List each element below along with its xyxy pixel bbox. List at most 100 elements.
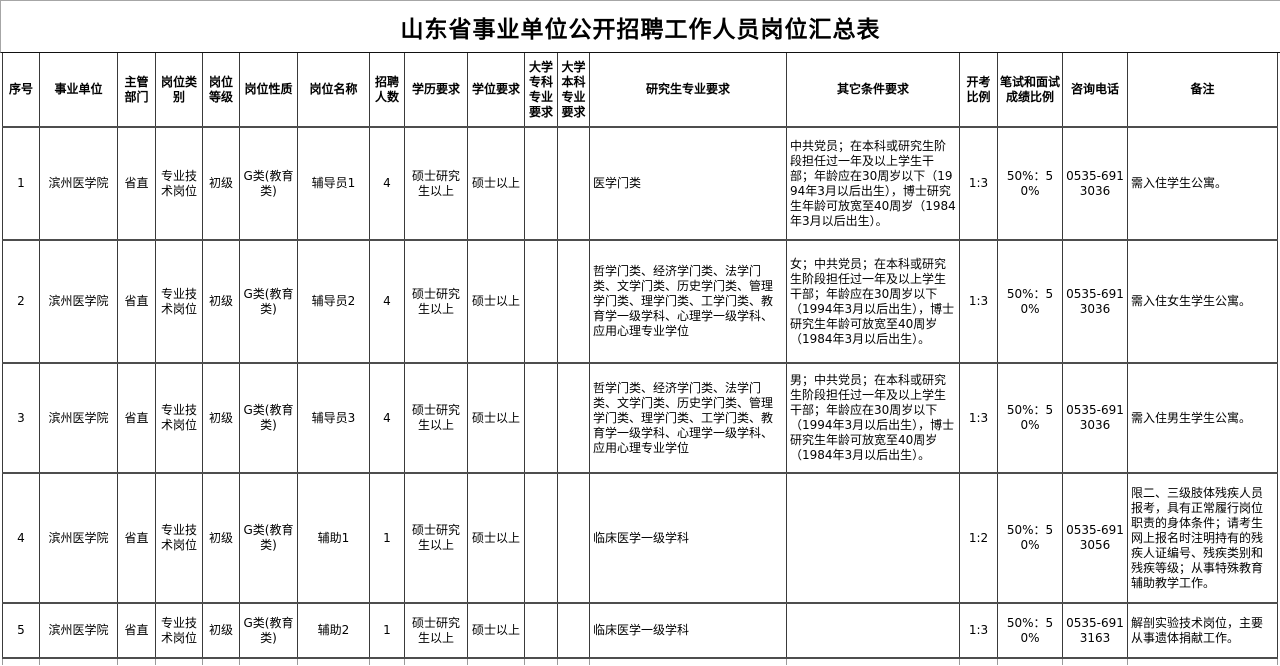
cell-grad: 哲学门类、经济学门类、法学门类、文学门类、历史学门类、管理学门类、理学门类、工学…: [589, 363, 787, 474]
partial-cell: [369, 658, 405, 665]
cell-degree: 硕士以上: [467, 473, 525, 604]
cell-dept: 省直: [117, 240, 156, 364]
cell-unit: 滨州医学院: [39, 127, 118, 241]
cell-score: 50%：50%: [997, 127, 1063, 241]
cell-name: 辅导员2: [297, 240, 370, 364]
cell-category: 专业技术岗位: [155, 603, 203, 659]
column-header-ratio: 开考比例: [959, 53, 998, 128]
positions-table: 序号 事业单位 主管部门 岗位类别 岗位等级 岗位性质 岗位名称 招聘人数 学历要求 学位要求 大学…: [2, 53, 1278, 665]
cell-count: 4: [369, 240, 405, 364]
cell-edu: 硕士研究生以上: [404, 363, 468, 474]
cell-grad: 医学门类: [589, 127, 787, 241]
cell-phone: 0535-6913036: [1062, 127, 1128, 241]
table-row: 2 滨州医学院 省直 专业技术岗位 初级 G类(教育类) 辅导员2 4 硕士研究生以上 硕士以上 哲…: [2, 240, 1278, 364]
column-header-name: 岗位名称: [297, 53, 370, 128]
cell-level: 初级: [202, 127, 240, 241]
table-row: 5 滨州医学院 省直 专业技术岗位 初级 G类(教育类) 辅助2 1 硕士研究生以上 硕士以上 临床…: [2, 603, 1278, 659]
cell-note: 需入住学生公寓。: [1127, 127, 1278, 241]
cell-dept: 省直: [117, 473, 156, 604]
cell-nature: G类(教育类): [239, 127, 298, 241]
cell-ratio: 1:3: [959, 363, 998, 474]
partial-cell: [959, 658, 998, 665]
cell-note: 需入住男生学生公寓。: [1127, 363, 1278, 474]
partial-cell: [589, 658, 787, 665]
cell-other: 中共党员；在本科或研究生阶段担任过一年及以上学生干部；年龄应在30周岁以下（19…: [786, 127, 960, 241]
table-row: 1 滨州医学院 省直 专业技术岗位 初级 G类(教育类) 辅导员1 4 硕士研究生以上 硕士以上 医…: [2, 127, 1278, 241]
cell-category: 专业技术岗位: [155, 473, 203, 604]
partial-cell: [202, 658, 240, 665]
cell-grad: 临床医学一级学科: [589, 603, 787, 659]
partial-cell: [2, 658, 40, 665]
cell-degree: 硕士以上: [467, 127, 525, 241]
cell-ratio: 1:3: [959, 127, 998, 241]
cell-count: 1: [369, 473, 405, 604]
cell-benke: [557, 473, 590, 604]
cell-benke: [557, 127, 590, 241]
cell-nature: G类(教育类): [239, 473, 298, 604]
column-header-seq: 序号: [2, 53, 40, 128]
cell-ratio: 1:3: [959, 603, 998, 659]
cell-level: 初级: [202, 473, 240, 604]
cell-zhuanke: [524, 473, 558, 604]
column-header-note: 备注: [1127, 53, 1278, 128]
partial-row: [2, 658, 1278, 665]
cell-level: 初级: [202, 603, 240, 659]
partial-cell: [117, 658, 156, 665]
cell-count: 1: [369, 603, 405, 659]
cell-benke: [557, 603, 590, 659]
cell-ratio: 1:3: [959, 240, 998, 364]
table-body: 1 滨州医学院 省直 专业技术岗位 初级 G类(教育类) 辅导员1 4 硕士研究生以上 硕士以上医…: [2, 127, 1278, 665]
column-header-edu: 学历要求: [404, 53, 468, 128]
partial-cell: [39, 658, 118, 665]
cell-dept: 省直: [117, 127, 156, 241]
column-header-unit: 事业单位: [39, 53, 118, 128]
cell-seq: 1: [2, 127, 40, 241]
column-header-count: 招聘人数: [369, 53, 405, 128]
cell-zhuanke: [524, 603, 558, 659]
table-row: 3 滨州医学院 省直 专业技术岗位 初级 G类(教育类) 辅导员3 4 硕士研究生以上 硕士以上 哲…: [2, 363, 1278, 474]
table-header: 序号 事业单位 主管部门 岗位类别 岗位等级 岗位性质 岗位名称 招聘人数 学历要求 学位要求 大学…: [2, 53, 1278, 128]
column-header-nature: 岗位性质: [239, 53, 298, 128]
cell-unit: 滨州医学院: [39, 603, 118, 659]
cell-score: 50%：50%: [997, 240, 1063, 364]
cell-nature: G类(教育类): [239, 603, 298, 659]
cell-count: 4: [369, 127, 405, 241]
cell-name: 辅助1: [297, 473, 370, 604]
cell-other: 女；中共党员；在本科或研究生阶段担任过一年及以上学生干部；年龄应在30周岁以下（…: [786, 240, 960, 364]
partial-cell: [155, 658, 203, 665]
cell-other: [786, 603, 960, 659]
cell-ratio: 1:2: [959, 473, 998, 604]
column-header-level: 岗位等级: [202, 53, 240, 128]
cell-zhuanke: [524, 127, 558, 241]
partial-cell: [467, 658, 525, 665]
cell-score: 50%：50%: [997, 473, 1063, 604]
partial-cell: [997, 658, 1063, 665]
cell-note: 限二、三级肢体残疾人员报考，具有正常履行岗位职责的身体条件；请考生网上报名时注明…: [1127, 473, 1278, 604]
cell-name: 辅导员3: [297, 363, 370, 474]
column-header-score: 笔试和面试成绩比例: [997, 53, 1063, 128]
header-row: 序号 事业单位 主管部门 岗位类别 岗位等级 岗位性质 岗位名称 招聘人数 学历要求 学位要求 大学…: [2, 53, 1278, 128]
cell-nature: G类(教育类): [239, 363, 298, 474]
cell-phone: 0535-6913163: [1062, 603, 1128, 659]
title-row: 山东省事业单位公开招聘工作人员岗位汇总表: [0, 1, 1280, 53]
partial-cell: [786, 658, 960, 665]
cell-unit: 滨州医学院: [39, 473, 118, 604]
partial-cell: [1062, 658, 1128, 665]
cell-unit: 滨州医学院: [39, 363, 118, 474]
cell-count: 4: [369, 363, 405, 474]
cell-name: 辅导员1: [297, 127, 370, 241]
partial-cell: [1127, 658, 1278, 665]
column-header-benke: 大学本科专业要求: [557, 53, 590, 128]
cell-other: 男；中共党员；在本科或研究生阶段担任过一年及以上学生干部；年龄应在30周岁以下（…: [786, 363, 960, 474]
cell-score: 50%：50%: [997, 603, 1063, 659]
cell-level: 初级: [202, 363, 240, 474]
cell-unit: 滨州医学院: [39, 240, 118, 364]
cell-note: 解剖实验技术岗位，主要从事遗体捐献工作。: [1127, 603, 1278, 659]
cell-phone: 0535-6913036: [1062, 240, 1128, 364]
cell-degree: 硕士以上: [467, 363, 525, 474]
cell-category: 专业技术岗位: [155, 240, 203, 364]
column-header-zhuanke: 大学专科专业要求: [524, 53, 558, 128]
cell-level: 初级: [202, 240, 240, 364]
cell-edu: 硕士研究生以上: [404, 240, 468, 364]
partial-cell: [404, 658, 468, 665]
